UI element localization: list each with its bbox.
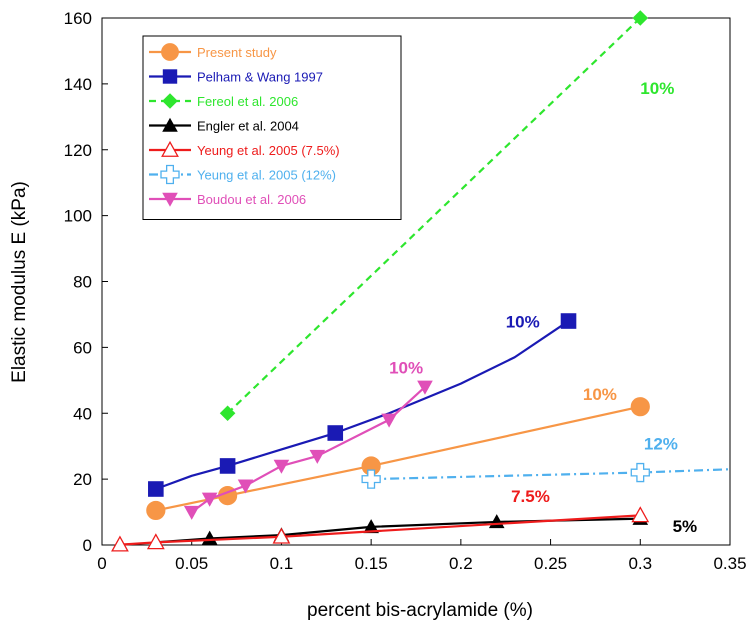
annotation-label: 10% <box>389 359 423 378</box>
legend-label: Yeung et al. 2005 (7.5%) <box>197 143 340 158</box>
x-tick-label: 0.1 <box>270 554 294 573</box>
series-layer <box>111 10 731 552</box>
data-point <box>161 43 179 61</box>
annotation-label: 10% <box>640 79 674 98</box>
series-line <box>191 386 426 513</box>
legend-label: Yeung et al. 2005 (12%) <box>197 168 336 183</box>
data-point <box>630 462 650 483</box>
legend: Present study Pelham & Wang 1997 Fereol et… <box>142 35 402 220</box>
annotation-label: 10% <box>583 385 617 404</box>
data-point <box>630 397 650 417</box>
data-point <box>631 506 650 523</box>
data-point <box>632 10 649 26</box>
series-3 <box>219 10 649 422</box>
data-point <box>361 469 381 489</box>
y-tick-label: 60 <box>73 338 92 357</box>
series-2 <box>148 313 577 497</box>
data-point <box>183 505 200 520</box>
data-point <box>162 93 178 109</box>
data-point <box>381 413 397 428</box>
y-tick-label: 80 <box>73 273 92 292</box>
data-point <box>560 313 577 329</box>
legend-box <box>142 35 402 220</box>
legend-item: Boudou et al. 2006 <box>149 192 306 207</box>
data-point <box>309 449 326 464</box>
y-axis: 0 20 40 60 80 100 120 140 160 <box>64 9 108 555</box>
data-point <box>162 69 178 84</box>
data-point <box>219 458 236 474</box>
y-tick-label: 0 <box>83 536 92 555</box>
x-axis: 0 0.05 0.1 0.15 0.2 0.25 0.3 0.35 <box>97 539 747 573</box>
y-tick-label: 20 <box>73 470 92 489</box>
legend-label: Pelham & Wang 1997 <box>197 70 323 85</box>
x-tick-label: 0.15 <box>355 554 388 573</box>
x-tick-label: 0 <box>97 554 106 573</box>
data-point <box>161 140 179 157</box>
annotation-label: 7.5% <box>511 487 550 506</box>
x-tick-label: 0.3 <box>628 554 652 573</box>
y-axis-label: Elastic modulus E (kPa) <box>9 181 30 383</box>
x-tick-label: 0.35 <box>713 554 746 573</box>
data-point <box>146 500 166 521</box>
series-6 <box>361 462 731 489</box>
x-axis-label: percent bis-acrylamide (%) <box>307 600 533 621</box>
legend-label: Fereol et al. 2006 <box>197 94 298 109</box>
annotation-label: 12% <box>644 434 678 453</box>
data-point <box>363 519 379 534</box>
annotation-label: 10% <box>506 313 540 332</box>
data-point <box>162 192 178 207</box>
data-point <box>148 481 164 497</box>
data-point <box>201 492 218 507</box>
y-tick-label: 100 <box>64 207 92 226</box>
annotation-label: 5% <box>673 517 698 536</box>
data-point <box>237 479 254 494</box>
series-5 <box>111 506 650 552</box>
x-tick-label: 0.2 <box>449 554 473 573</box>
legend-label: Present study <box>197 45 277 60</box>
legend-label: Boudou et al. 2006 <box>197 192 306 207</box>
y-tick-label: 140 <box>64 75 92 94</box>
legend-item: Yeung et al. 2005 (12%) <box>149 164 336 185</box>
x-tick-label: 0.25 <box>534 554 567 573</box>
y-tick-label: 120 <box>64 141 92 160</box>
data-point <box>111 535 129 552</box>
legend-item: Yeung et al. 2005 (7.5%) <box>149 140 340 158</box>
x-tick-label: 0.05 <box>175 554 208 573</box>
data-point <box>162 117 178 132</box>
data-point <box>146 533 165 550</box>
series-line <box>371 468 731 481</box>
series-line <box>155 405 641 512</box>
legend-item: Present study <box>149 43 277 61</box>
series-7 <box>183 380 433 520</box>
y-tick-label: 40 <box>73 404 92 423</box>
data-point <box>160 164 180 185</box>
data-point <box>219 405 236 422</box>
data-point <box>273 459 290 474</box>
series-line <box>119 514 641 546</box>
legend-label: Engler et al. 2004 <box>197 119 299 134</box>
data-point <box>272 527 291 544</box>
legend-item: Fereol et al. 2006 <box>149 93 298 109</box>
legend-item: Engler et al. 2004 <box>149 117 299 134</box>
annotations: 10% 10% 10% 10% 12% 7.5% 5% <box>389 79 697 536</box>
y-tick-label: 160 <box>64 9 92 28</box>
data-point <box>417 380 433 395</box>
legend-item: Pelham & Wang 1997 <box>149 69 323 85</box>
data-point <box>327 425 344 441</box>
